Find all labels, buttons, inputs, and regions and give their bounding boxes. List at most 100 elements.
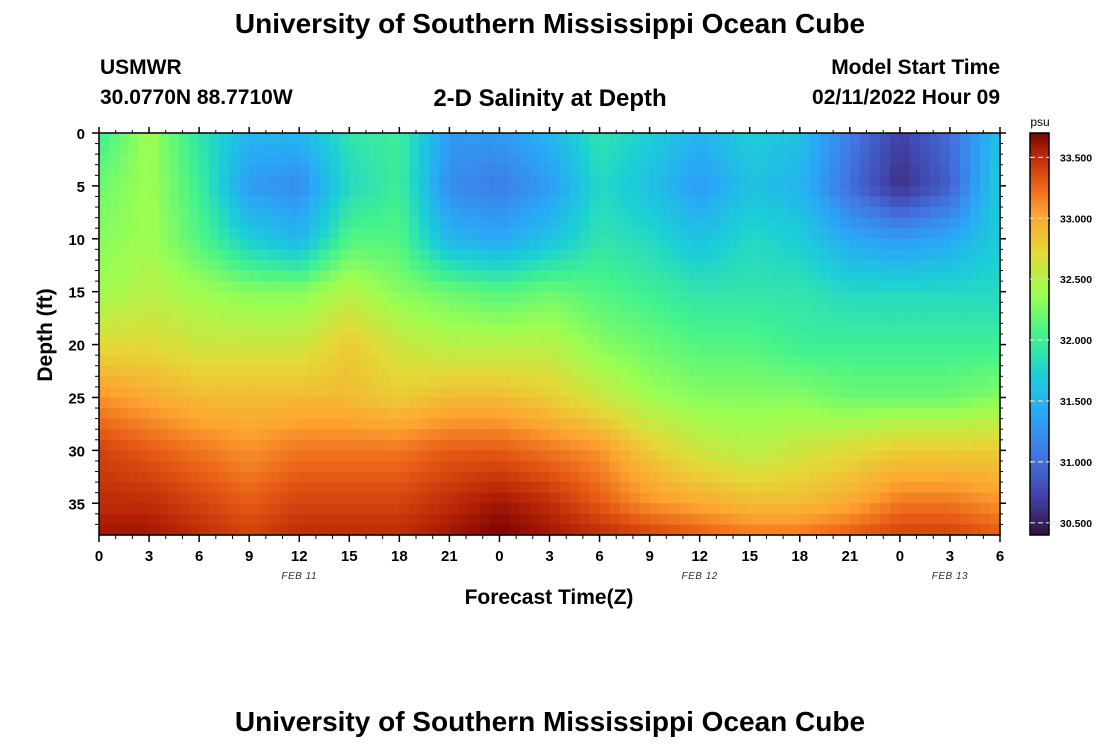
heatmap-cell — [719, 355, 731, 367]
heatmap-cell — [109, 471, 120, 483]
heatmap-cell — [679, 291, 691, 303]
heatmap-cell — [269, 175, 280, 187]
heatmap-cell — [119, 429, 130, 441]
heatmap-cell — [619, 482, 631, 494]
heatmap-cell — [889, 207, 901, 219]
heatmap-cell — [899, 460, 911, 473]
heatmap-cell — [359, 344, 370, 356]
heatmap-cell — [589, 249, 601, 261]
heatmap-cell — [739, 238, 751, 250]
heatmap-cell — [529, 291, 541, 303]
heatmap-cell — [149, 164, 160, 176]
heatmap-cell — [229, 312, 240, 325]
heatmap-cell — [619, 471, 631, 483]
heatmap-cell — [459, 302, 471, 314]
heatmap-cell — [609, 439, 621, 451]
heatmap-cell — [599, 270, 611, 282]
heatmap-cell — [639, 397, 651, 409]
heatmap-cell — [679, 450, 691, 462]
heatmap-cell — [899, 281, 911, 293]
heatmap-cell — [609, 249, 621, 261]
heatmap-cell — [829, 207, 841, 219]
heatmap-cell — [109, 164, 120, 176]
heatmap-cell — [709, 418, 721, 430]
heatmap-cell — [159, 482, 170, 494]
heatmap-cell — [749, 471, 761, 483]
heatmap-cell — [699, 524, 711, 536]
heatmap-cell — [719, 408, 731, 420]
heatmap-cell — [889, 482, 901, 494]
heatmap-cell — [589, 439, 601, 451]
heatmap-cell — [799, 228, 811, 240]
heatmap-cell — [899, 408, 911, 420]
heatmap-cell — [279, 133, 290, 145]
heatmap-cell — [309, 196, 320, 208]
heatmap-cell — [639, 450, 651, 462]
heatmap-cell — [269, 238, 280, 250]
heatmap-cell — [379, 175, 390, 187]
heatmap-cell — [459, 175, 471, 187]
heatmap-cell — [309, 281, 320, 293]
heatmap-cell — [439, 175, 450, 187]
heatmap-cell — [489, 270, 501, 282]
heatmap-cell — [439, 334, 450, 346]
heatmap-cell — [399, 376, 410, 388]
heatmap-cell — [949, 439, 961, 451]
heatmap-cell — [579, 207, 591, 219]
heatmap-cell — [949, 185, 961, 198]
heatmap-cell — [689, 365, 701, 377]
heatmap-cell — [849, 418, 861, 430]
heatmap-cell — [929, 302, 941, 314]
heatmap-cell — [819, 259, 831, 272]
heatmap-cell — [299, 217, 310, 229]
heatmap-cell — [219, 503, 230, 515]
heatmap-cell — [119, 291, 130, 303]
heatmap-cell — [709, 344, 721, 356]
heatmap-cell — [179, 376, 190, 388]
heatmap-cell — [559, 524, 571, 536]
heatmap-cell — [469, 460, 481, 473]
heatmap-cell — [259, 365, 270, 377]
heatmap-cell — [239, 429, 250, 441]
heatmap-cell — [129, 376, 140, 388]
heatmap-cell — [689, 492, 701, 504]
heatmap-cell — [479, 281, 491, 293]
heatmap-cell — [379, 207, 390, 219]
heatmap-cell — [689, 524, 701, 536]
heatmap-cell — [749, 439, 761, 451]
heatmap-cell — [639, 355, 651, 367]
heatmap-cell — [939, 154, 951, 166]
heatmap-cell — [709, 408, 721, 420]
heatmap-cell — [819, 312, 831, 325]
heatmap-cell — [679, 376, 691, 388]
heatmap-cell — [299, 175, 310, 187]
heatmap-cell — [719, 281, 731, 293]
heatmap-cell — [199, 376, 210, 388]
heatmap-cell — [919, 238, 931, 250]
heatmap-cell — [679, 154, 691, 166]
heatmap-cell — [359, 175, 370, 187]
heatmap-cell — [849, 503, 861, 515]
heatmap-cell — [389, 164, 400, 176]
heatmap-cell — [149, 482, 160, 494]
heatmap-cell — [939, 259, 951, 272]
heatmap-cell — [939, 418, 951, 430]
heatmap-cell — [179, 344, 190, 356]
heatmap-cell — [99, 408, 110, 420]
heatmap-cell — [699, 365, 711, 377]
heatmap-cell — [839, 207, 851, 219]
heatmap-cell — [419, 450, 430, 462]
heatmap-cell — [429, 143, 440, 155]
heatmap-cell — [569, 259, 581, 272]
heatmap-cell — [929, 323, 941, 335]
heatmap-cell — [689, 164, 701, 176]
heatmap-cell — [589, 185, 601, 198]
heatmap-cell — [859, 217, 871, 229]
heatmap-cell — [319, 133, 330, 145]
heatmap-cell — [839, 524, 851, 536]
heatmap-cell — [139, 133, 150, 145]
heatmap-cell — [959, 397, 971, 409]
heatmap-cell — [889, 312, 901, 325]
heatmap-cell — [229, 207, 240, 219]
heatmap-cell — [329, 164, 340, 176]
